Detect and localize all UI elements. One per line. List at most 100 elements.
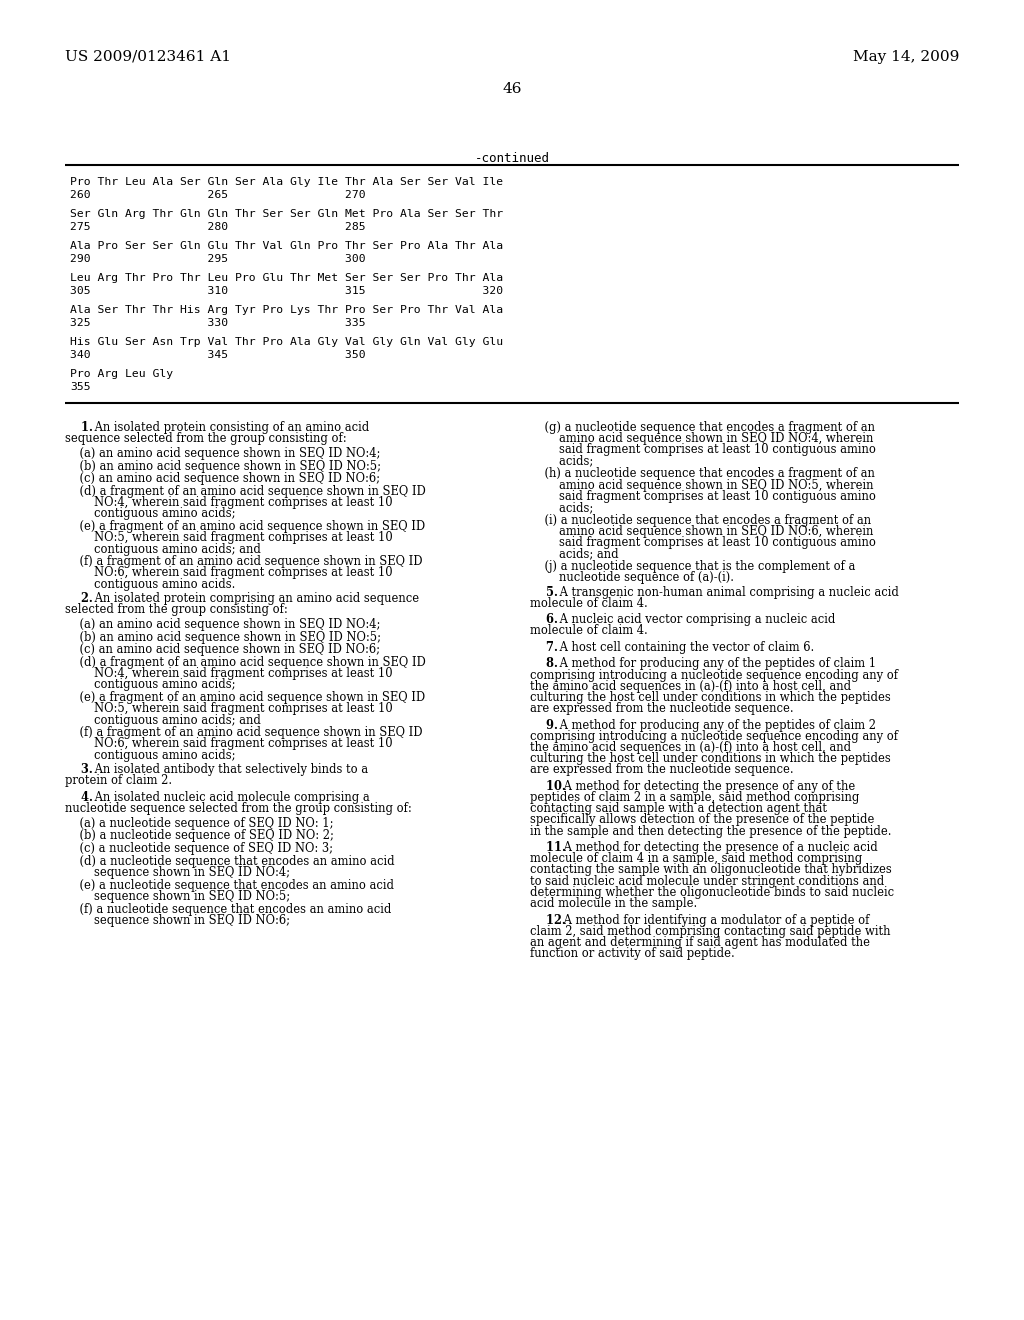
Text: protein of claim 2.: protein of claim 2. bbox=[65, 775, 172, 787]
Text: 8.: 8. bbox=[530, 657, 558, 671]
Text: A host cell containing the vector of claim 6.: A host cell containing the vector of cla… bbox=[556, 640, 814, 653]
Text: Ala Pro Ser Ser Gln Glu Thr Val Gln Pro Thr Ser Pro Ala Thr Ala: Ala Pro Ser Ser Gln Glu Thr Val Gln Pro … bbox=[70, 242, 503, 251]
Text: amino acid sequence shown in SEQ ID NO:4, wherein: amino acid sequence shown in SEQ ID NO:4… bbox=[530, 432, 873, 445]
Text: 4.: 4. bbox=[65, 791, 93, 804]
Text: Pro Arg Leu Gly: Pro Arg Leu Gly bbox=[70, 370, 173, 379]
Text: an agent and determining if said agent has modulated the: an agent and determining if said agent h… bbox=[530, 936, 870, 949]
Text: sequence shown in SEQ ID NO:4;: sequence shown in SEQ ID NO:4; bbox=[65, 866, 290, 879]
Text: (d) a fragment of an amino acid sequence shown in SEQ ID: (d) a fragment of an amino acid sequence… bbox=[65, 656, 426, 669]
Text: 6.: 6. bbox=[530, 614, 558, 626]
Text: (c) an amino acid sequence shown in SEQ ID NO:6;: (c) an amino acid sequence shown in SEQ … bbox=[65, 473, 380, 486]
Text: 305                 310                 315                 320: 305 310 315 320 bbox=[70, 286, 503, 296]
Text: (f) a nucleotide sequence that encodes an amino acid: (f) a nucleotide sequence that encodes a… bbox=[65, 903, 391, 916]
Text: comprising introducing a nucleotide sequence encoding any of: comprising introducing a nucleotide sequ… bbox=[530, 730, 898, 743]
Text: contacting the sample with an oligonucleotide that hybridizes: contacting the sample with an oligonucle… bbox=[530, 863, 892, 876]
Text: (e) a nucleotide sequence that encodes an amino acid: (e) a nucleotide sequence that encodes a… bbox=[65, 879, 394, 891]
Text: amino acid sequence shown in SEQ ID NO:6, wherein: amino acid sequence shown in SEQ ID NO:6… bbox=[530, 525, 873, 537]
Text: 10.: 10. bbox=[530, 780, 565, 793]
Text: selected from the group consisting of:: selected from the group consisting of: bbox=[65, 603, 288, 616]
Text: culturing the host cell under conditions in which the peptides: culturing the host cell under conditions… bbox=[530, 752, 891, 766]
Text: (h) a nucleotide sequence that encodes a fragment of an: (h) a nucleotide sequence that encodes a… bbox=[530, 467, 874, 480]
Text: (c) an amino acid sequence shown in SEQ ID NO:6;: (c) an amino acid sequence shown in SEQ … bbox=[65, 643, 380, 656]
Text: 2.: 2. bbox=[65, 593, 93, 605]
Text: A transgenic non-human animal comprising a nucleic acid: A transgenic non-human animal comprising… bbox=[556, 586, 899, 598]
Text: claim 2, said method comprising contacting said peptide with: claim 2, said method comprising contacti… bbox=[530, 925, 891, 937]
Text: comprising introducing a nucleotide sequence encoding any of: comprising introducing a nucleotide sequ… bbox=[530, 668, 898, 681]
Text: NO:6, wherein said fragment comprises at least 10: NO:6, wherein said fragment comprises at… bbox=[65, 566, 392, 579]
Text: contiguous amino acids;: contiguous amino acids; bbox=[65, 678, 236, 692]
Text: the amino acid sequences in (a)-(f) into a host cell, and: the amino acid sequences in (a)-(f) into… bbox=[530, 741, 851, 754]
Text: (a) a nucleotide sequence of SEQ ID NO: 1;: (a) a nucleotide sequence of SEQ ID NO: … bbox=[65, 817, 334, 830]
Text: contacting said sample with a detection agent that: contacting said sample with a detection … bbox=[530, 803, 827, 816]
Text: (f) a fragment of an amino acid sequence shown in SEQ ID: (f) a fragment of an amino acid sequence… bbox=[65, 556, 423, 568]
Text: A method for identifying a modulator of a peptide of: A method for identifying a modulator of … bbox=[560, 913, 869, 927]
Text: said fragment comprises at least 10 contiguous amino: said fragment comprises at least 10 cont… bbox=[530, 536, 876, 549]
Text: molecule of claim 4.: molecule of claim 4. bbox=[530, 624, 648, 638]
Text: molecule of claim 4 in a sample, said method comprising: molecule of claim 4 in a sample, said me… bbox=[530, 853, 862, 865]
Text: A method for producing any of the peptides of claim 2: A method for producing any of the peptid… bbox=[556, 718, 876, 731]
Text: molecule of claim 4.: molecule of claim 4. bbox=[530, 597, 648, 610]
Text: (e) a fragment of an amino acid sequence shown in SEQ ID: (e) a fragment of an amino acid sequence… bbox=[65, 692, 425, 704]
Text: A method for detecting the presence of a nucleic acid: A method for detecting the presence of a… bbox=[560, 841, 878, 854]
Text: An isolated protein consisting of an amino acid: An isolated protein consisting of an ami… bbox=[91, 421, 370, 434]
Text: acids;: acids; bbox=[530, 500, 593, 513]
Text: (f) a fragment of an amino acid sequence shown in SEQ ID: (f) a fragment of an amino acid sequence… bbox=[65, 726, 423, 739]
Text: NO:6, wherein said fragment comprises at least 10: NO:6, wherein said fragment comprises at… bbox=[65, 738, 392, 751]
Text: culturing the host cell under conditions in which the peptides: culturing the host cell under conditions… bbox=[530, 690, 891, 704]
Text: 355: 355 bbox=[70, 381, 91, 392]
Text: contiguous amino acids.: contiguous amino acids. bbox=[65, 578, 236, 590]
Text: 46: 46 bbox=[502, 82, 522, 96]
Text: 325                 330                 335: 325 330 335 bbox=[70, 318, 366, 327]
Text: contiguous amino acids;: contiguous amino acids; bbox=[65, 748, 236, 762]
Text: May 14, 2009: May 14, 2009 bbox=[853, 50, 959, 63]
Text: NO:5, wherein said fragment comprises at least 10: NO:5, wherein said fragment comprises at… bbox=[65, 531, 393, 544]
Text: (b) a nucleotide sequence of SEQ ID NO: 2;: (b) a nucleotide sequence of SEQ ID NO: … bbox=[65, 829, 334, 842]
Text: (b) an amino acid sequence shown in SEQ ID NO:5;: (b) an amino acid sequence shown in SEQ … bbox=[65, 631, 381, 644]
Text: (c) a nucleotide sequence of SEQ ID NO: 3;: (c) a nucleotide sequence of SEQ ID NO: … bbox=[65, 842, 333, 855]
Text: 260                 265                 270: 260 265 270 bbox=[70, 190, 366, 201]
Text: Ser Gln Arg Thr Gln Gln Thr Ser Ser Gln Met Pro Ala Ser Ser Thr: Ser Gln Arg Thr Gln Gln Thr Ser Ser Gln … bbox=[70, 209, 503, 219]
Text: 9.: 9. bbox=[530, 718, 558, 731]
Text: acid molecule in the sample.: acid molecule in the sample. bbox=[530, 898, 697, 909]
Text: Ala Ser Thr Thr His Arg Tyr Pro Lys Thr Pro Ser Pro Thr Val Ala: Ala Ser Thr Thr His Arg Tyr Pro Lys Thr … bbox=[70, 305, 503, 315]
Text: the amino acid sequences in (a)-(f) into a host cell, and: the amino acid sequences in (a)-(f) into… bbox=[530, 680, 851, 693]
Text: (d) a nucleotide sequence that encodes an amino acid: (d) a nucleotide sequence that encodes a… bbox=[65, 855, 394, 867]
Text: His Glu Ser Asn Trp Val Thr Pro Ala Gly Val Gly Gln Val Gly Glu: His Glu Ser Asn Trp Val Thr Pro Ala Gly … bbox=[70, 337, 503, 347]
Text: A method for detecting the presence of any of the: A method for detecting the presence of a… bbox=[560, 780, 855, 793]
Text: (a) an amino acid sequence shown in SEQ ID NO:4;: (a) an amino acid sequence shown in SEQ … bbox=[65, 618, 380, 631]
Text: US 2009/0123461 A1: US 2009/0123461 A1 bbox=[65, 50, 231, 63]
Text: are expressed from the nucleotide sequence.: are expressed from the nucleotide sequen… bbox=[530, 702, 794, 715]
Text: 12.: 12. bbox=[530, 913, 565, 927]
Text: contiguous amino acids; and: contiguous amino acids; and bbox=[65, 543, 261, 556]
Text: Leu Arg Thr Pro Thr Leu Pro Glu Thr Met Ser Ser Ser Pro Thr Ala: Leu Arg Thr Pro Thr Leu Pro Glu Thr Met … bbox=[70, 273, 503, 282]
Text: An isolated protein comprising an amino acid sequence: An isolated protein comprising an amino … bbox=[91, 593, 419, 605]
Text: (d) a fragment of an amino acid sequence shown in SEQ ID: (d) a fragment of an amino acid sequence… bbox=[65, 484, 426, 498]
Text: (g) a nucleotide sequence that encodes a fragment of an: (g) a nucleotide sequence that encodes a… bbox=[530, 421, 874, 434]
Text: in the sample and then detecting the presence of the peptide.: in the sample and then detecting the pre… bbox=[530, 825, 892, 838]
Text: are expressed from the nucleotide sequence.: are expressed from the nucleotide sequen… bbox=[530, 763, 794, 776]
Text: said fragment comprises at least 10 contiguous amino: said fragment comprises at least 10 cont… bbox=[530, 444, 876, 457]
Text: -continued: -continued bbox=[474, 152, 550, 165]
Text: 5.: 5. bbox=[530, 586, 558, 598]
Text: sequence shown in SEQ ID NO:5;: sequence shown in SEQ ID NO:5; bbox=[65, 890, 290, 903]
Text: (e) a fragment of an amino acid sequence shown in SEQ ID: (e) a fragment of an amino acid sequence… bbox=[65, 520, 425, 533]
Text: acids;: acids; bbox=[530, 454, 593, 467]
Text: A nucleic acid vector comprising a nucleic acid: A nucleic acid vector comprising a nucle… bbox=[556, 614, 836, 626]
Text: contiguous amino acids; and: contiguous amino acids; and bbox=[65, 714, 261, 726]
Text: A method for producing any of the peptides of claim 1: A method for producing any of the peptid… bbox=[556, 657, 877, 671]
Text: (a) an amino acid sequence shown in SEQ ID NO:4;: (a) an amino acid sequence shown in SEQ … bbox=[65, 447, 380, 459]
Text: specifically allows detection of the presence of the peptide: specifically allows detection of the pre… bbox=[530, 813, 874, 826]
Text: 340                 345                 350: 340 345 350 bbox=[70, 350, 366, 360]
Text: function or activity of said peptide.: function or activity of said peptide. bbox=[530, 948, 735, 960]
Text: determining whether the oligonucleotide binds to said nucleic: determining whether the oligonucleotide … bbox=[530, 886, 894, 899]
Text: 275                 280                 285: 275 280 285 bbox=[70, 222, 366, 232]
Text: (i) a nucleotide sequence that encodes a fragment of an: (i) a nucleotide sequence that encodes a… bbox=[530, 513, 871, 527]
Text: acids; and: acids; and bbox=[530, 548, 618, 560]
Text: nucleotide sequence selected from the group consisting of:: nucleotide sequence selected from the gr… bbox=[65, 803, 412, 814]
Text: (b) an amino acid sequence shown in SEQ ID NO:5;: (b) an amino acid sequence shown in SEQ … bbox=[65, 459, 381, 473]
Text: An isolated antibody that selectively binds to a: An isolated antibody that selectively bi… bbox=[91, 763, 368, 776]
Text: 3.: 3. bbox=[65, 763, 93, 776]
Text: NO:4, wherein said fragment comprises at least 10: NO:4, wherein said fragment comprises at… bbox=[65, 667, 392, 680]
Text: An isolated nucleic acid molecule comprising a: An isolated nucleic acid molecule compri… bbox=[91, 791, 370, 804]
Text: nucleotide sequence of (a)-(i).: nucleotide sequence of (a)-(i). bbox=[530, 572, 734, 585]
